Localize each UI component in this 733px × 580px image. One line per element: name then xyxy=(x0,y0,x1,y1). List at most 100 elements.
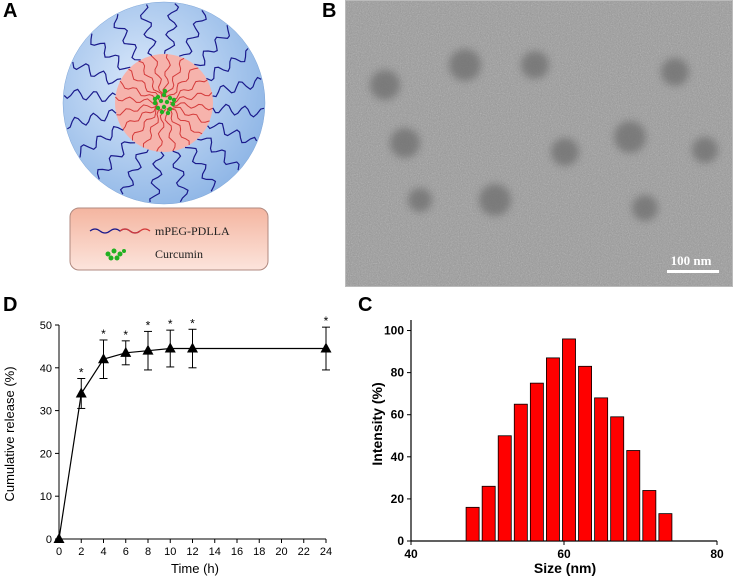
micelle-schematic: mPEG-PDLLA Curcumin xyxy=(62,1,269,271)
c-x-axis-label: Size (nm) xyxy=(534,560,596,576)
c-x-tick-label: 80 xyxy=(710,547,724,561)
tem-particle xyxy=(449,49,481,81)
c-y-tick-label: 80 xyxy=(391,366,405,380)
pdlla-chain xyxy=(169,92,213,104)
c-y-tick-label: 20 xyxy=(391,492,405,506)
polymer-chains xyxy=(63,3,265,203)
pdlla-chain xyxy=(168,106,210,123)
d-x-tick-label: 20 xyxy=(275,546,287,558)
peg-chain xyxy=(139,4,157,57)
peg-chain xyxy=(212,103,265,118)
d-x-tick-label: 2 xyxy=(78,546,84,558)
c-y-tick-label: 40 xyxy=(391,450,405,464)
tem-particle xyxy=(692,137,718,163)
pdlla-chain xyxy=(169,102,213,111)
pdlla-chain xyxy=(132,106,160,141)
panel-letter-a: A xyxy=(3,0,18,22)
curcumin-molecule xyxy=(170,101,176,107)
d-y-tick-label: 0 xyxy=(46,534,52,546)
d-x-tick-label: 18 xyxy=(253,546,265,558)
peg-chain xyxy=(163,3,180,54)
peg-chain xyxy=(194,25,231,67)
c-bar xyxy=(642,490,657,542)
peg-chain xyxy=(184,146,217,192)
d-x-axis-label: Time (h) xyxy=(171,561,219,576)
c-bar xyxy=(465,506,480,542)
peg-chain xyxy=(172,150,189,203)
pdlla-chain xyxy=(150,55,166,97)
pdlla-chain xyxy=(164,108,176,152)
pdlla-chain xyxy=(166,107,190,146)
pdlla-chain xyxy=(156,108,167,152)
panel-letter-c: C xyxy=(358,294,373,316)
tem-particle xyxy=(370,70,400,100)
curcumin-molecule xyxy=(152,96,158,102)
tem-particle xyxy=(661,58,689,86)
legend-polymer-line-red xyxy=(119,228,151,234)
d-x-tick-label: 8 xyxy=(145,546,151,558)
d-data-point xyxy=(142,344,154,355)
curcumin-molecule xyxy=(164,99,170,105)
pdlla-chain xyxy=(165,67,199,98)
curcumin-molecule xyxy=(167,95,173,101)
pdlla-chain xyxy=(166,108,203,135)
c-bar xyxy=(562,338,576,542)
d-data-point xyxy=(164,342,176,353)
d-significance-marker: * xyxy=(79,366,84,380)
tem-particle xyxy=(632,195,658,221)
c-x-tick-label: 60 xyxy=(557,547,571,561)
micelle-core xyxy=(115,54,213,152)
tem-image: 100 nm xyxy=(345,0,733,287)
c-bar xyxy=(594,397,609,542)
scale-bar xyxy=(667,270,719,273)
curcumin-molecule xyxy=(171,97,177,103)
peg-chain xyxy=(90,33,131,71)
peg-chain xyxy=(206,48,249,82)
tem-particle xyxy=(614,121,646,153)
d-data-point xyxy=(187,342,198,353)
legend-polymer-label: mPEG-PDLLA xyxy=(155,224,230,238)
d-x-tick-label: 14 xyxy=(209,546,221,558)
d-x-tick-label: 24 xyxy=(320,546,332,558)
pdlla-chain xyxy=(138,60,163,98)
d-x-tick-label: 22 xyxy=(298,546,310,558)
c-y-tick-label: 0 xyxy=(397,534,404,548)
c-bar xyxy=(529,382,544,542)
legend-curcumin-label: Curcumin xyxy=(155,247,203,261)
d-x-tick-label: 12 xyxy=(186,546,198,558)
d-x-tick-label: 16 xyxy=(231,546,243,558)
d-significance-marker: * xyxy=(146,318,151,332)
c-bar xyxy=(481,485,496,542)
d-x-tick-label: 0 xyxy=(56,546,62,558)
d-y-tick-label: 20 xyxy=(40,448,52,460)
d-data-point xyxy=(53,533,65,543)
pdlla-chain xyxy=(168,79,208,100)
d-significance-marker: * xyxy=(190,316,195,330)
curcumin-molecule xyxy=(155,105,161,111)
curcumin-molecule xyxy=(167,106,173,112)
peg-chain xyxy=(207,122,258,144)
peg-chain xyxy=(149,151,165,203)
c-bar xyxy=(610,416,625,542)
tem-particle xyxy=(408,188,432,212)
d-y-tick-label: 30 xyxy=(40,406,52,418)
pdlla-chain xyxy=(119,80,158,104)
curcumin-molecule xyxy=(158,98,164,104)
tem-particle xyxy=(551,138,579,166)
c-y-axis-label: Intensity (%) xyxy=(369,382,385,465)
peg-chain xyxy=(79,125,124,158)
peg-chain xyxy=(197,137,240,171)
d-significance-marker: * xyxy=(123,328,128,342)
peg-chain xyxy=(113,13,141,61)
d-significance-marker: * xyxy=(168,317,173,331)
peg-chain xyxy=(179,10,207,57)
d-data-point xyxy=(75,387,87,398)
d-significance-marker: * xyxy=(324,314,329,328)
tem-particle xyxy=(479,184,511,216)
legend-curcumin-icon xyxy=(105,248,126,261)
curcumin-molecule xyxy=(162,88,168,94)
panel-letter-d: D xyxy=(3,294,18,316)
curcumin-molecule xyxy=(165,110,171,116)
pdlla-chain xyxy=(142,108,163,148)
